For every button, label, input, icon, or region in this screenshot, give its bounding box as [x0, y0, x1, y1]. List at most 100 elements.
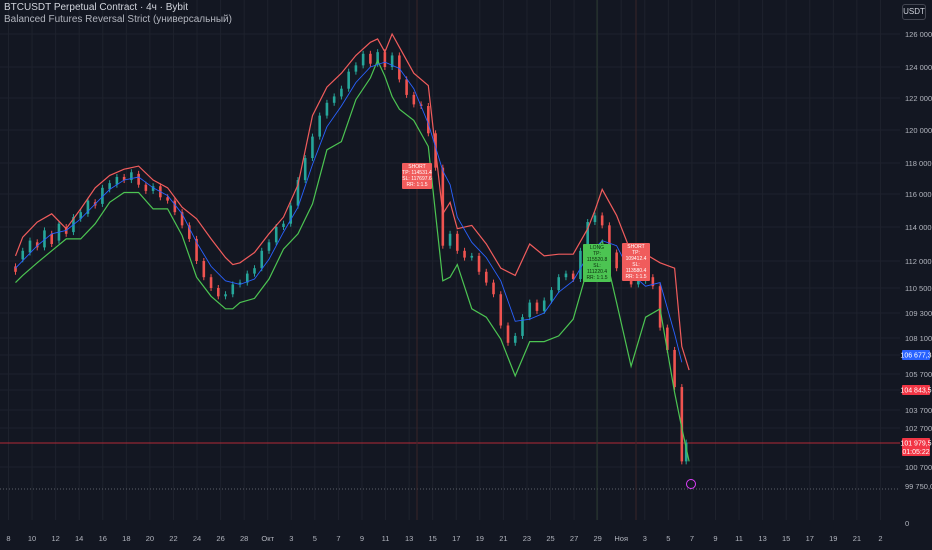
y-tick-label: 126 000,0: [905, 30, 932, 39]
candle-body: [332, 96, 336, 103]
price-tag: [902, 438, 930, 456]
x-tick-label: 9: [713, 534, 717, 543]
candle-body: [43, 230, 46, 248]
replay-marker-icon[interactable]: [686, 479, 696, 489]
candle-body: [354, 65, 358, 72]
x-tick-label: 7: [690, 534, 694, 543]
candle-body: [383, 52, 387, 67]
candle-body: [600, 215, 604, 226]
candle-body: [289, 205, 293, 224]
candle-body: [528, 302, 532, 318]
candle-body: [586, 222, 589, 251]
candle-body: [376, 52, 379, 64]
candle-body: [448, 233, 452, 246]
currency-button[interactable]: USDT: [902, 4, 926, 20]
price-tag-value: 104 843,5: [900, 388, 931, 395]
candle-body: [637, 280, 640, 285]
candle-body: [470, 255, 474, 258]
price-tags: 106 677,3 104 843,5 101 979,501:05:22: [900, 350, 932, 456]
y-tick-label: 103 700,0: [905, 406, 932, 415]
y-tick-label: 114 000,0: [905, 223, 932, 232]
x-tick-label: 5: [666, 534, 670, 543]
candle-body: [151, 186, 155, 191]
x-tick-label: 23: [523, 534, 531, 543]
candle-body: [21, 250, 25, 260]
x-tick-label: 12: [51, 534, 59, 543]
x-tick-label: 11: [382, 534, 390, 543]
candle-body: [593, 215, 597, 223]
candle-body: [557, 277, 561, 291]
candle-body: [231, 284, 235, 295]
candle-body: [347, 71, 350, 89]
x-tick-label: 5: [313, 534, 317, 543]
y-tick-label: 108 100,0: [905, 334, 932, 343]
price-tag-value: 101 979,5: [900, 441, 931, 448]
candle-body: [456, 233, 459, 251]
x-tick-label: 26: [216, 534, 224, 543]
y-tick-label: 99 750,0: [905, 482, 932, 491]
x-tick-label: 7: [336, 534, 340, 543]
candle-body: [680, 387, 684, 462]
candle-body: [506, 325, 510, 343]
long-signal-label[interactable]: LONG TP: 115520.8 SL: 111220.4 RR: 1:1.5: [583, 244, 611, 282]
x-tick-label: 15: [782, 534, 790, 543]
candle-body: [180, 212, 184, 226]
y-tick-label: 116 000,0: [905, 190, 932, 199]
candle-body: [166, 197, 169, 201]
candle-body: [615, 252, 618, 269]
symbol-title[interactable]: BTCUSDT Perpetual Contract · 4ч · Bybit: [4, 2, 188, 13]
candle-body: [282, 223, 285, 227]
candle-body: [209, 277, 213, 288]
candle-body: [651, 277, 655, 287]
bar-replay-marker[interactable]: [686, 479, 696, 489]
candle-body: [50, 233, 54, 244]
y-tick-label: 109 300,0: [905, 309, 932, 318]
price-tag: [902, 350, 930, 360]
candle-body: [658, 286, 662, 328]
price-tag-value: 106 677,3: [900, 353, 931, 360]
indicator-title[interactable]: Balanced Futures Reversal Strict (универ…: [4, 14, 232, 25]
candle-body: [35, 242, 39, 248]
x-tick-label: 9: [360, 534, 364, 543]
signal-line: TP: 115520.8: [586, 251, 608, 263]
x-tick-label: 17: [452, 534, 460, 543]
time-axis[interactable]: 8 10 12 14 16 18 20 22 24 26 28 Окт 3 5 7 9 11 13 15 17 19 21…: [6, 534, 882, 543]
ma-line: [15, 61, 683, 363]
signal-line: SHORT: [408, 164, 426, 170]
candle-body: [369, 53, 372, 64]
candle-body: [484, 271, 488, 283]
candle-body: [405, 79, 408, 95]
candle-body: [195, 238, 198, 261]
short-signal-label[interactable]: SHORT TP: 109412.4 SL: 113580.4 RR: 1:1.5: [622, 243, 650, 281]
signal-line: SL: 111220.4: [586, 263, 608, 275]
candle-body: [260, 250, 264, 269]
candle-body: [390, 55, 394, 67]
candle-body: [224, 294, 227, 297]
x-tick-label: 22: [169, 534, 177, 543]
x-tick-label: 8: [6, 534, 10, 543]
candle-body: [579, 250, 582, 279]
signal-line: SHORT: [627, 244, 645, 250]
signal-line: TP: 114531.4: [402, 170, 432, 176]
price-axis[interactable]: 126 000,0 124 000,0 122 000,0 120 000,0 118 …: [905, 30, 932, 528]
candle-body: [303, 158, 307, 181]
candle-body: [477, 255, 481, 272]
candle-body: [79, 212, 82, 219]
candle-body: [216, 288, 220, 297]
price-tag-countdown: 01:05:22: [902, 449, 929, 456]
x-tick-label: 10: [28, 534, 36, 543]
candle-body: [571, 273, 575, 279]
candle-body: [311, 136, 314, 159]
x-tick-label: 17: [806, 534, 814, 543]
candle-body: [202, 261, 206, 278]
candle-body: [441, 167, 445, 246]
candle-body: [325, 102, 329, 116]
short-signal-label[interactable]: SHORT TP: 114531.4 SL: 117697.6 RR: 1:1.5: [402, 163, 432, 189]
signal-line: SL: 113580.4: [625, 262, 647, 274]
candle-body: [130, 172, 133, 181]
candle-body: [398, 55, 401, 80]
x-tick-label: 24: [193, 534, 201, 543]
candles: [14, 49, 688, 465]
candle-body: [608, 225, 611, 253]
